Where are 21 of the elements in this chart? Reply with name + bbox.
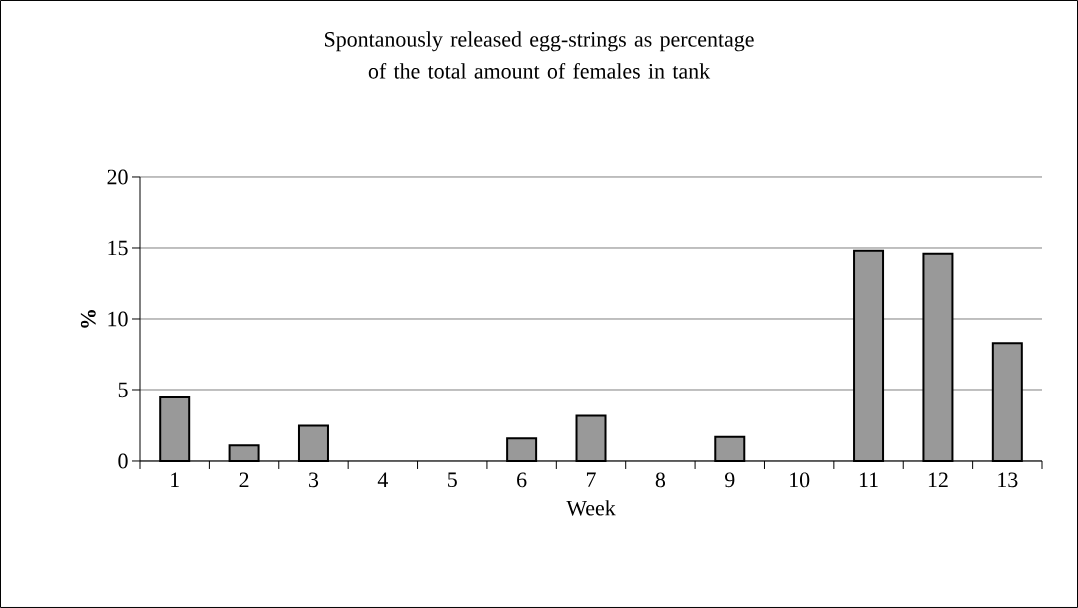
x-tick-label: 12	[928, 472, 948, 488]
x-tick-label: 2	[239, 472, 249, 488]
y-tick-label: 10	[108, 311, 128, 327]
y-tick-label: 5	[118, 382, 128, 398]
x-tick-label: 9	[725, 472, 735, 488]
y-tick-label: 0	[118, 453, 128, 469]
x-tick-label: 13	[998, 472, 1018, 488]
x-tick-label: 5	[448, 472, 457, 488]
x-tick-label: 8	[655, 472, 666, 488]
x-tick-label: 10	[790, 472, 810, 488]
chart-title: Spontanously released egg-strings as percentage of the total amount of females in tank	[325, 31, 754, 79]
x-tick-label: 3	[309, 472, 319, 488]
y-axis-title: %	[80, 310, 96, 328]
x-tick-label: 1	[171, 472, 179, 487]
x-tick-label: 7	[586, 472, 596, 487]
x-tick-label: 4	[377, 472, 388, 487]
x-tick-label: 6	[517, 472, 527, 488]
x-axis-title: Week	[566, 500, 616, 516]
x-tick-label: 11	[859, 472, 878, 487]
y-tick-label: 15	[108, 240, 128, 256]
y-tick-label: 20	[107, 169, 128, 185]
